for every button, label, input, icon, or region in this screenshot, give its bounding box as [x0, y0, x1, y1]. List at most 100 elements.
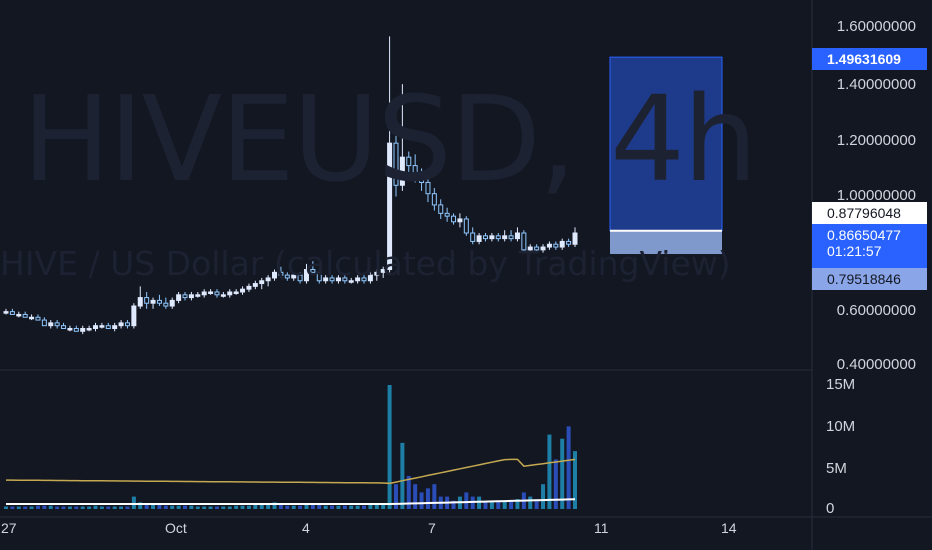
price-tick-5: 0.60000000 — [836, 302, 916, 319]
candle-body — [73, 327, 79, 332]
candle-body — [182, 294, 188, 299]
volume-bar — [291, 505, 296, 509]
candle-body — [348, 280, 354, 283]
candle-body — [67, 327, 73, 331]
volume-bar — [509, 500, 514, 509]
volume-bar — [464, 492, 469, 509]
candle-body — [335, 277, 341, 282]
projection-stop-zone — [610, 230, 722, 255]
candle-body — [572, 232, 578, 245]
time-tick-5: 11 — [594, 520, 609, 536]
candle-body — [144, 297, 150, 304]
candle-body — [61, 325, 67, 329]
candle-body — [367, 274, 373, 282]
volume-ma-line — [6, 458, 576, 485]
candle-body — [163, 302, 169, 307]
volume-bar — [515, 499, 520, 509]
candle-body — [355, 277, 361, 282]
candle-body — [297, 274, 303, 282]
volume-bar — [67, 506, 72, 509]
candle-body — [99, 325, 105, 328]
volume-bar — [144, 504, 149, 509]
last-price-tag: 0.86650477 01:21:57 — [812, 224, 927, 268]
price-tick-4: 1.00000000 — [836, 187, 916, 204]
volume-bar — [189, 505, 194, 509]
volume-tick-4: 0 — [826, 500, 835, 517]
candle-body — [272, 271, 278, 279]
volume-bar — [253, 504, 258, 509]
volume-bar — [170, 505, 175, 509]
volume-bar — [387, 385, 392, 509]
candle-body — [86, 327, 92, 331]
volume-bar — [131, 496, 136, 509]
volume-bar — [349, 505, 354, 509]
volume-bar — [393, 484, 398, 509]
volume-bar — [362, 505, 367, 509]
bar-countdown: 01:21:57 — [827, 243, 882, 259]
candle-body — [278, 271, 284, 276]
candle-body — [208, 291, 214, 294]
candle-body — [201, 291, 207, 296]
candle-body — [495, 235, 501, 240]
volume-bar — [374, 504, 379, 509]
volume-bar — [553, 459, 558, 509]
candle-body — [118, 322, 124, 327]
mark-price-tag: 0.87796048 — [812, 202, 927, 224]
candle-body — [412, 165, 418, 175]
candle-body — [553, 243, 559, 248]
candle-body — [112, 325, 118, 329]
candle-body — [559, 240, 565, 248]
candle-body — [316, 271, 322, 282]
volume-bar — [259, 504, 264, 509]
price-tick-6: 0.40000000 — [836, 356, 916, 373]
candle-body — [406, 156, 412, 167]
volume-bar — [419, 492, 424, 509]
candle-body — [124, 322, 130, 327]
volume-bar — [119, 506, 124, 509]
volume-bar — [368, 504, 373, 509]
volume-bar — [298, 505, 303, 509]
volume-tick-3: 5M — [826, 460, 847, 477]
volume-bar — [547, 434, 552, 509]
candle-body — [476, 235, 482, 242]
candle-body — [527, 246, 533, 251]
price-tick-1: 1.60000000 — [836, 18, 916, 35]
volume-bar — [106, 506, 111, 509]
candle-body — [22, 313, 28, 318]
volume-bar — [74, 506, 79, 509]
volume-bar — [42, 505, 47, 509]
volume-bar — [272, 502, 277, 509]
candle-body — [176, 294, 182, 301]
volume-bar — [413, 484, 418, 509]
candle-body — [227, 291, 233, 296]
candle-body — [514, 232, 520, 240]
candle-body — [438, 204, 444, 214]
volume-bar — [451, 500, 456, 509]
volume-bar — [323, 505, 328, 509]
candle-body — [380, 269, 386, 273]
volume-bar — [195, 506, 200, 509]
candle-body — [482, 235, 488, 240]
volume-bar — [125, 506, 130, 509]
candle-body — [259, 280, 265, 285]
volume-bar — [55, 506, 60, 509]
volume-bar — [573, 451, 577, 509]
candle-body — [29, 316, 35, 320]
volume-bar — [16, 506, 21, 509]
time-tick-3: 4 — [302, 520, 310, 536]
candle-body — [374, 271, 380, 276]
volume-bar — [534, 499, 539, 509]
volume-bar — [560, 438, 565, 509]
candle-body — [16, 313, 22, 317]
price-tick-3: 1.20000000 — [836, 132, 916, 149]
candle-body — [444, 212, 450, 217]
volume-bar — [240, 505, 245, 509]
volume-bar — [400, 442, 405, 509]
candle-body — [131, 305, 137, 327]
candle-body — [463, 218, 469, 234]
candle-body — [220, 294, 226, 297]
volume-bar — [477, 496, 482, 509]
candle-body — [399, 156, 405, 186]
candle-body — [393, 142, 399, 186]
